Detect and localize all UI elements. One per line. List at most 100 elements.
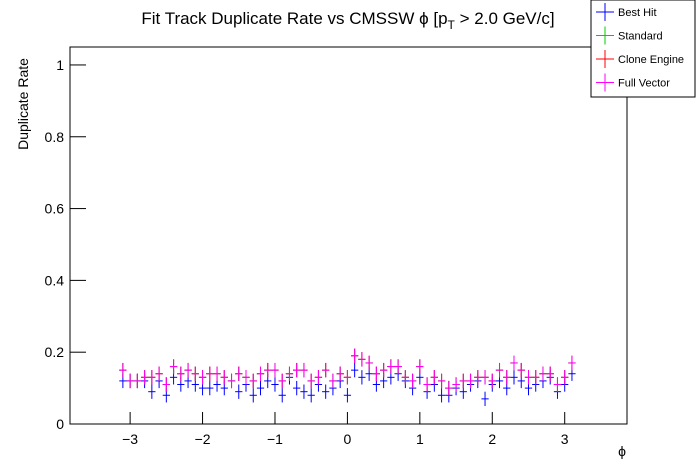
data-point	[561, 370, 569, 385]
data-point	[191, 366, 199, 381]
legend-label: Standard	[618, 31, 663, 43]
data-point	[271, 377, 279, 392]
data-point	[322, 384, 330, 399]
data-point	[416, 359, 424, 374]
data-point	[155, 366, 163, 381]
data-point	[271, 362, 279, 378]
data-point	[532, 370, 540, 385]
data-point	[365, 355, 373, 371]
y-tick-label: 1	[56, 57, 64, 73]
data-point	[488, 373, 496, 389]
data-point	[235, 366, 243, 381]
data-point	[336, 366, 344, 381]
data-point	[278, 388, 286, 403]
data-point	[307, 373, 315, 389]
legend-label: Best Hit	[618, 7, 657, 19]
x-tick-label: −1	[267, 431, 283, 447]
data-point	[568, 355, 576, 371]
x-axis-label: ϕ	[618, 443, 626, 459]
data-point	[314, 370, 323, 385]
y-tick-label: 0.8	[45, 129, 65, 145]
data-point	[430, 370, 438, 385]
data-point	[372, 366, 381, 381]
data-point	[184, 362, 192, 378]
data-point	[481, 391, 489, 407]
data-point	[343, 370, 352, 385]
x-tick-label: 1	[416, 431, 424, 447]
data-point	[539, 366, 547, 381]
x-tick-label: 0	[344, 431, 352, 447]
data-point	[235, 384, 243, 399]
y-axis-label: Duplicate Rate	[15, 58, 31, 150]
data-point	[227, 373, 236, 389]
data-point	[517, 362, 525, 378]
data-point	[169, 359, 178, 374]
data-point	[213, 366, 221, 381]
legend-box	[590, 0, 696, 98]
data-point	[278, 373, 286, 389]
x-tick-label: 3	[561, 431, 569, 447]
title-main: Fit Track Duplicate Rate vs CMSSW ϕ [p	[141, 9, 447, 28]
data-point	[206, 380, 214, 396]
data-point	[140, 370, 149, 385]
data-point	[126, 373, 134, 389]
title-tail: > 2.0 GeV/c]	[455, 9, 555, 28]
data-point	[198, 370, 207, 385]
data-point	[546, 366, 554, 381]
data-point	[401, 370, 409, 385]
data-point	[148, 370, 156, 385]
chart-title: Fit Track Duplicate Rate vs CMSSW ϕ [pT …	[141, 9, 554, 32]
data-point	[285, 366, 294, 381]
data-point	[495, 362, 504, 378]
data-point	[177, 366, 185, 381]
legend-label: Clone Engine	[618, 54, 684, 66]
data-point	[162, 377, 170, 392]
data-point	[394, 359, 402, 374]
data-point	[481, 370, 489, 385]
data-point	[249, 388, 257, 403]
data-point	[452, 377, 460, 392]
data-point	[466, 373, 475, 389]
data-point	[510, 370, 518, 385]
data-point	[380, 362, 388, 378]
data-point	[423, 377, 431, 392]
y-tick-label: 0	[56, 416, 64, 432]
data-point	[510, 355, 518, 371]
data-point	[242, 370, 250, 385]
data-point	[133, 373, 141, 389]
data-point	[206, 366, 214, 381]
data-point	[387, 359, 395, 374]
x-tick-label: −2	[195, 431, 211, 447]
data-point	[293, 380, 301, 396]
plot-frame	[69, 46, 628, 425]
data-point	[119, 362, 127, 378]
data-point	[256, 380, 265, 396]
data-point	[249, 373, 257, 389]
data-point	[256, 366, 265, 381]
data-point	[322, 362, 330, 378]
y-tick-label: 0.2	[45, 344, 65, 360]
data-point	[358, 370, 366, 385]
data-point	[220, 370, 228, 385]
y-tick-label: 0.4	[45, 272, 65, 288]
data-point	[293, 362, 301, 378]
data-point	[437, 388, 446, 403]
legend-label: Full Vector	[618, 78, 670, 90]
data-point	[343, 388, 352, 403]
data-point	[300, 362, 308, 378]
title-sub: T	[448, 18, 456, 32]
data-point	[264, 362, 272, 378]
data-point	[148, 384, 156, 399]
data-point	[358, 352, 366, 367]
data-point	[329, 373, 337, 389]
data-point	[351, 362, 359, 378]
data-point	[503, 370, 511, 385]
data-point	[307, 388, 315, 403]
data-point	[445, 380, 453, 396]
data-point	[459, 373, 467, 389]
data-point	[524, 370, 533, 385]
data-point	[351, 348, 359, 363]
x-tick-label: 2	[488, 431, 496, 447]
